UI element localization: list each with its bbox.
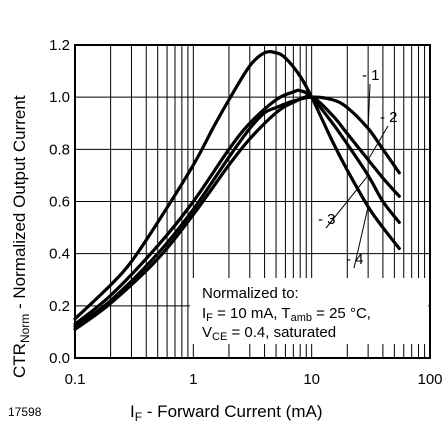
series-label-1: - 1	[362, 67, 380, 84]
x-axis-label: IF - Forward Current (mA)	[130, 402, 323, 422]
y-tick-labels: 0.0 0.2 0.4 0.6 0.8 1.0 1.2	[49, 37, 70, 367]
curve-callouts: - 1 - 2 - 3 - 4	[318, 67, 398, 269]
callout-leader-4	[353, 206, 369, 269]
callout-leader-1	[367, 83, 371, 129]
series-lines	[73, 50, 401, 331]
y-tick-label: 0.2	[49, 298, 70, 315]
callout-leader-3	[325, 175, 369, 229]
y-tick-label: 1.2	[49, 37, 70, 54]
y-tick-label: 0.4	[49, 246, 70, 263]
x-tick-labels: 0.1 1 10 100	[65, 371, 443, 388]
y-tick-label: 0.6	[49, 194, 70, 211]
series-label-3: - 3	[318, 211, 336, 228]
annotation-line-1: Normalized to:	[202, 285, 299, 302]
callout-leader-2	[367, 125, 389, 161]
x-tick-label: 100	[417, 371, 442, 388]
plot-border	[74, 44, 431, 359]
figure-number: 17598	[8, 405, 42, 419]
plot-frame	[74, 44, 431, 359]
series-line-1	[73, 95, 401, 329]
series-line-3	[73, 88, 401, 326]
y-tick-label: 0.0	[49, 350, 70, 367]
x-tick-label: 1	[189, 371, 197, 388]
y-axis-label: CTRNorm - Normalized Output Current	[10, 95, 32, 378]
x-tick-label: 10	[303, 371, 320, 388]
y-tick-label: 0.8	[49, 141, 70, 158]
annotation-line-3: VCE = 0.4, saturated	[202, 324, 336, 343]
series-label-2: - 2	[380, 109, 398, 126]
annotation-background	[190, 278, 428, 344]
series-label-4: - 4	[346, 251, 364, 268]
x-tick-label: 0.1	[65, 371, 86, 388]
series-line-2	[73, 95, 401, 331]
y-tick-label: 1.0	[49, 89, 70, 106]
annotation-line-2: IF = 10 mA, Tamb = 25 °C,	[202, 305, 371, 324]
series-line-4	[73, 50, 401, 321]
